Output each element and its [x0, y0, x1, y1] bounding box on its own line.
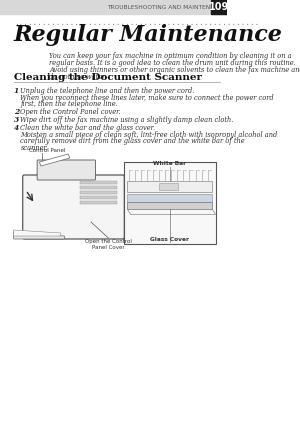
Text: 109: 109: [209, 2, 229, 12]
Bar: [127, 181, 212, 192]
Polygon shape: [14, 230, 61, 236]
Text: Open the Control
Panel Cover: Open the Control Panel Cover: [85, 239, 132, 250]
Text: 4: 4: [14, 124, 19, 132]
Text: .....................................................: ........................................…: [14, 17, 259, 27]
Bar: [124, 162, 216, 244]
Text: first, then the telephone line.: first, then the telephone line.: [20, 100, 118, 108]
Text: 3: 3: [14, 116, 19, 124]
Bar: [127, 194, 212, 202]
Bar: [159, 183, 178, 190]
Bar: [80, 201, 118, 204]
Text: When you reconnect these lines later, make sure to connect the power cord: When you reconnect these lines later, ma…: [20, 94, 274, 102]
Bar: [80, 186, 118, 189]
Bar: [80, 181, 118, 184]
Text: TROUBLESHOOTING AND MAINTENANCE: TROUBLESHOOTING AND MAINTENANCE: [107, 5, 226, 10]
Bar: [0, 0, 227, 14]
Text: Clean the white bar and the glass cover.: Clean the white bar and the glass cover.: [20, 124, 156, 132]
Text: 1: 1: [14, 87, 19, 95]
Text: Avoid using thinners or other organic solvents to clean the fax machine and: Avoid using thinners or other organic so…: [49, 66, 300, 74]
Text: Glass Cover: Glass Cover: [150, 237, 189, 242]
Polygon shape: [39, 154, 70, 166]
Bar: [80, 196, 118, 199]
Text: 2: 2: [14, 108, 19, 116]
Bar: [127, 202, 212, 209]
Text: White Bar: White Bar: [153, 161, 186, 166]
Text: Open the Control Panel cover.: Open the Control Panel cover.: [20, 108, 121, 116]
Text: carefully remove dirt from the glass cover and the white bar of the: carefully remove dirt from the glass cov…: [20, 137, 245, 145]
Bar: [211, 0, 227, 14]
FancyBboxPatch shape: [37, 160, 95, 180]
Text: Regular Maintenance: Regular Maintenance: [14, 24, 283, 46]
Polygon shape: [14, 232, 64, 239]
Text: Moisten a small piece of clean soft, lint-free cloth with isopropyl alcohol and: Moisten a small piece of clean soft, lin…: [20, 130, 278, 138]
Bar: [80, 191, 118, 194]
Text: regular basis. It is a good idea to clean the drum unit during this routine.: regular basis. It is a good idea to clea…: [49, 59, 296, 67]
Text: do not use water.: do not use water.: [49, 73, 107, 81]
FancyBboxPatch shape: [23, 175, 124, 239]
Text: Unplug the telephone line and then the power cord.: Unplug the telephone line and then the p…: [20, 87, 195, 95]
Text: Cleaning the Document Scanner: Cleaning the Document Scanner: [14, 73, 202, 82]
Text: Wipe dirt off the fax machine using a slightly damp clean cloth.: Wipe dirt off the fax machine using a sl…: [20, 116, 234, 124]
Text: You can keep your fax machine in optimum condition by cleaning it on a: You can keep your fax machine in optimum…: [49, 52, 292, 60]
Text: Control Panel: Control Panel: [29, 148, 65, 153]
Text: scanner.: scanner.: [20, 143, 49, 151]
